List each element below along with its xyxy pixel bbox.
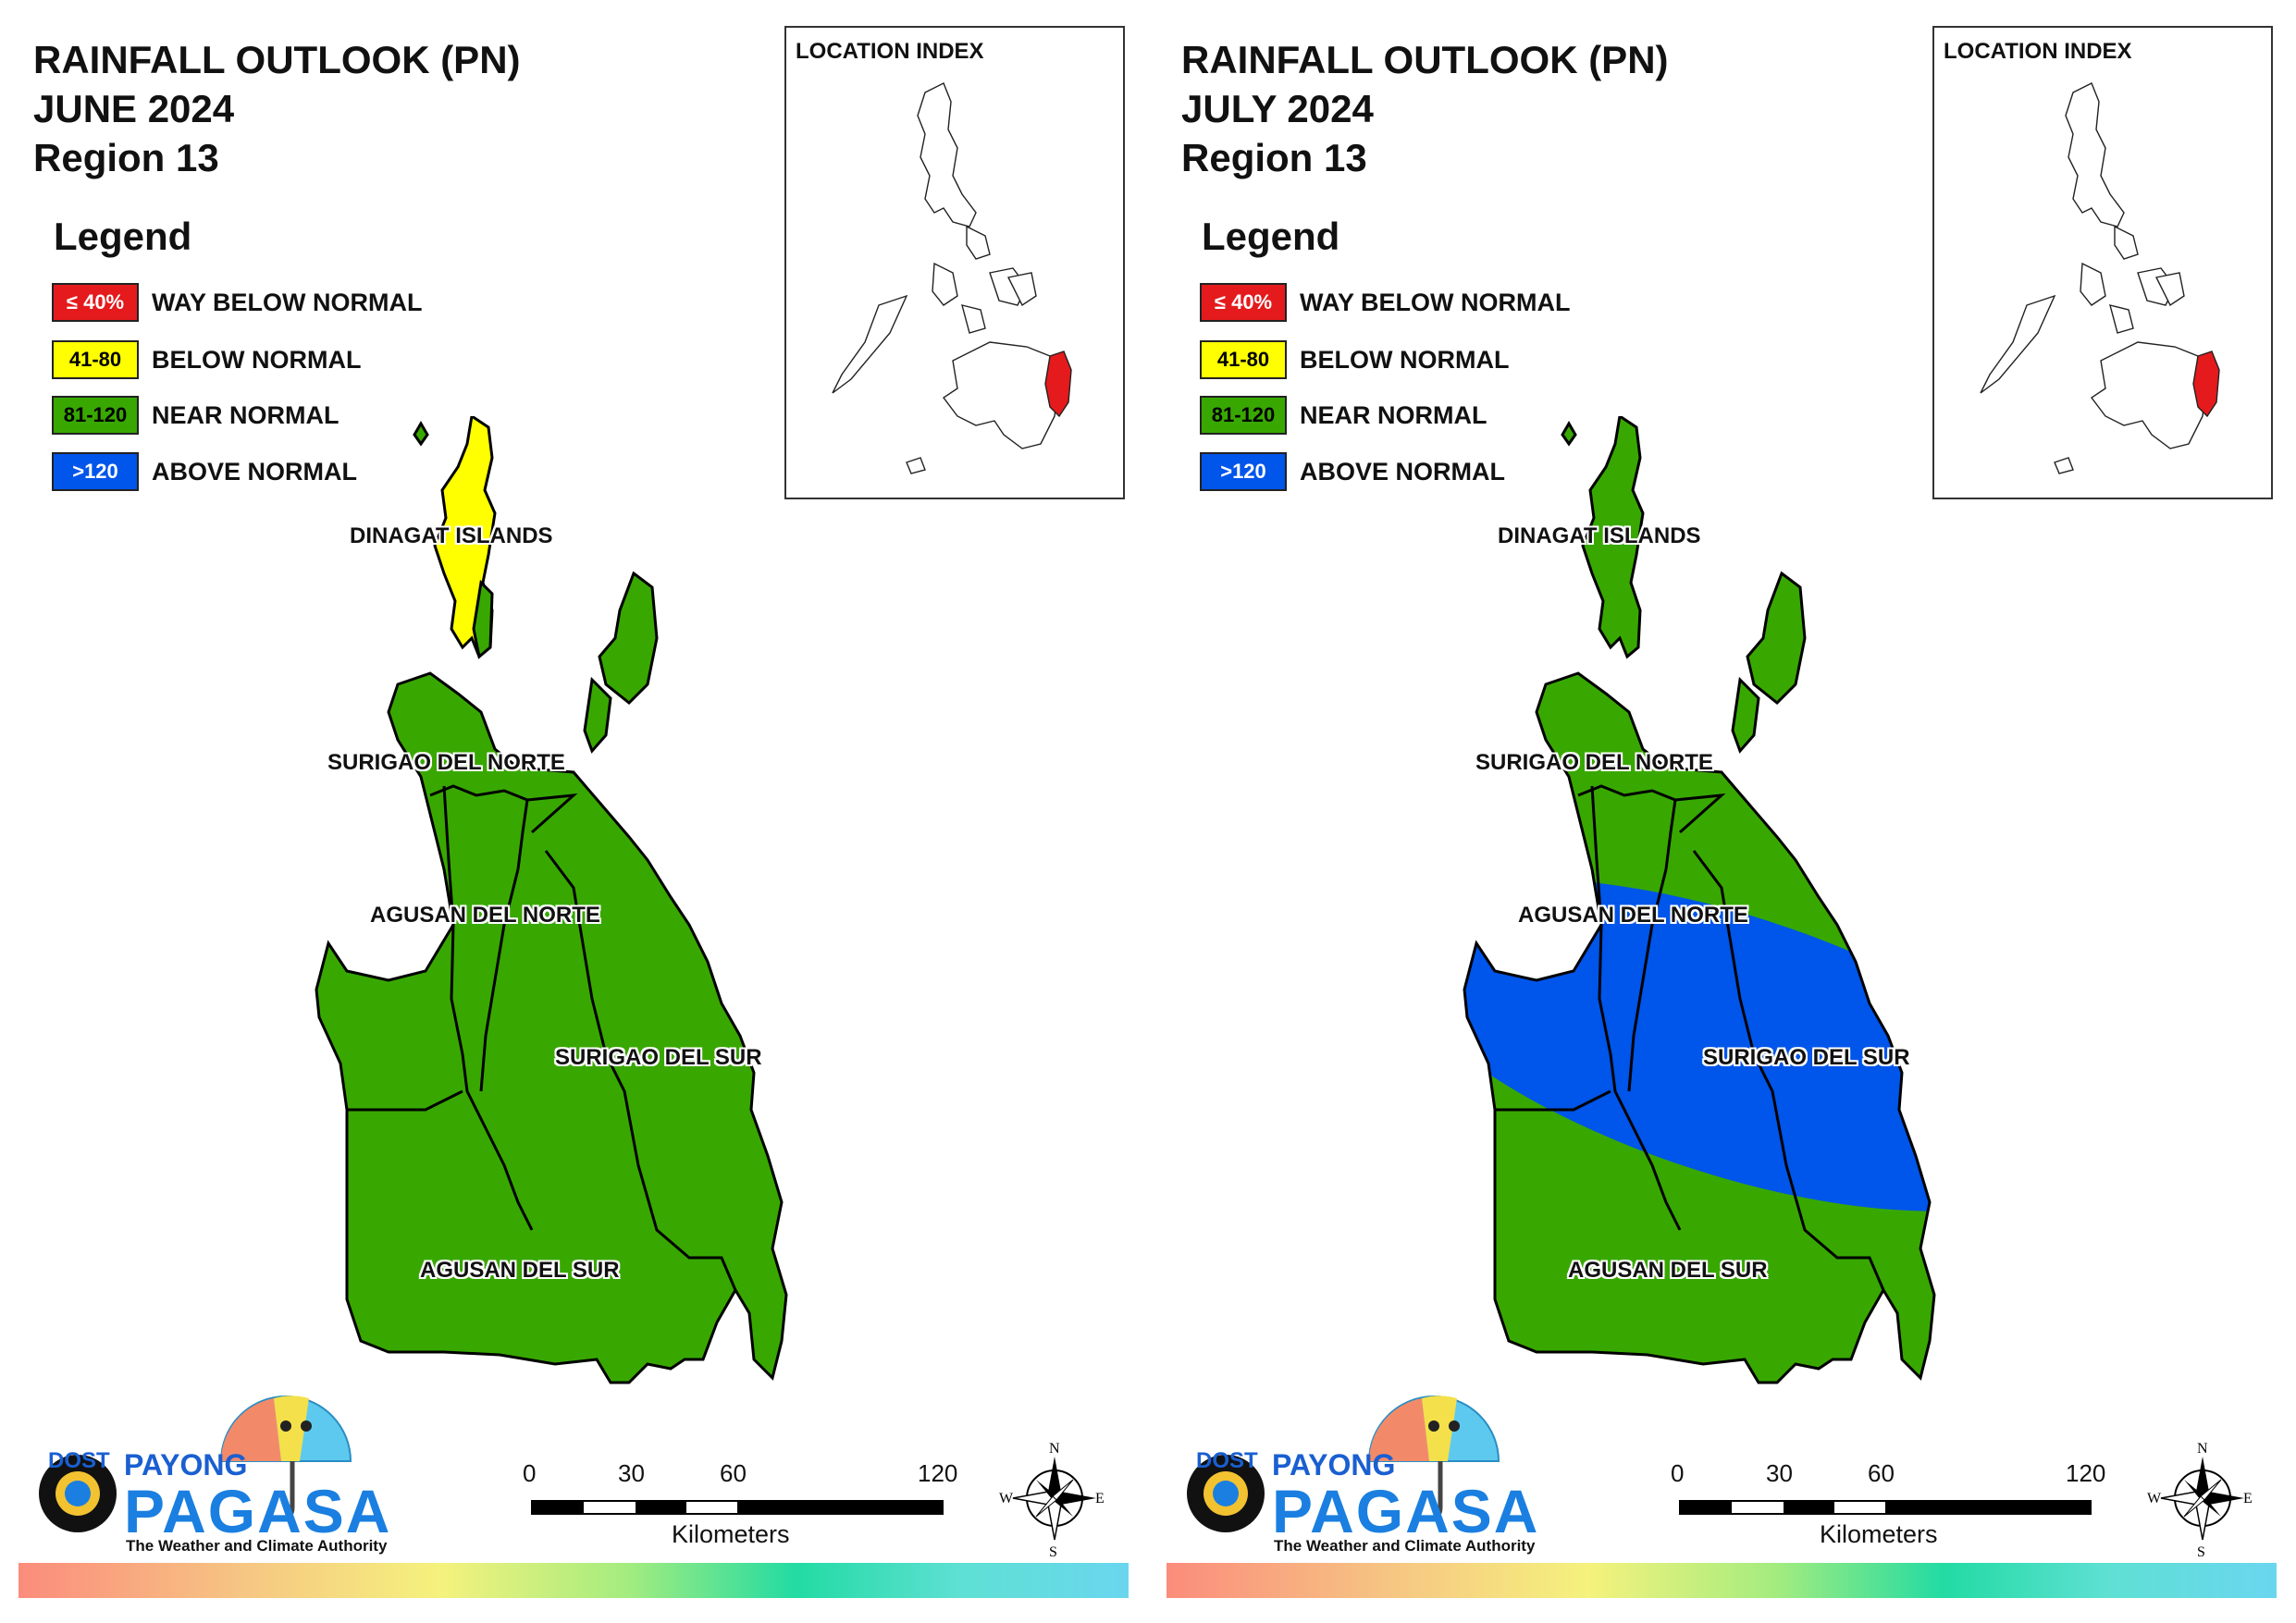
dost-text: DOST <box>48 1448 110 1473</box>
philippines-outline-map <box>832 82 1072 474</box>
legend-swatch: 81-120 <box>52 396 139 435</box>
legend-label: ABOVE NORMAL <box>152 457 357 486</box>
compass-n: N <box>1049 1441 1060 1457</box>
legend-label: BELOW NORMAL <box>1300 345 1510 374</box>
legend-swatch: 41-80 <box>1200 340 1287 379</box>
gradient-footer-bar <box>19 1563 1129 1598</box>
compass-s: S <box>1049 1544 1057 1558</box>
tagline: The Weather and Climate Authority <box>1274 1537 1536 1555</box>
legend-item-near: 81-120 NEAR NORMAL <box>52 394 339 436</box>
legend-item-below: 41-80 BELOW NORMAL <box>1200 338 1509 381</box>
scale-tick: 120 <box>2066 1459 2106 1487</box>
dost-text: DOST <box>1196 1448 1258 1473</box>
legend-label: NEAR NORMAL <box>1300 400 1487 429</box>
outlook-panel-july: RAINFALL OUTLOOK (PN) JULY 2024 Region 1… <box>1148 0 2296 1623</box>
legend-label: BELOW NORMAL <box>152 345 362 374</box>
map-title: RAINFALL OUTLOOK (PN) JUNE 2024 Region 1… <box>33 35 521 182</box>
scale-tick: 60 <box>720 1459 747 1487</box>
scale-tick: 30 <box>1766 1459 1793 1487</box>
title-line-2: JULY 2024 <box>1181 87 1374 130</box>
compass-e: E <box>1095 1491 1105 1506</box>
legend-heading: Legend <box>54 215 192 258</box>
scale-tick: 30 <box>618 1459 645 1487</box>
scale-tick: 120 <box>918 1459 958 1487</box>
province-label: AGUSAN DEL NORTE <box>370 903 600 928</box>
payong-pagasa-logo: DOST PAYONG PAGASA The Weather and Clima… <box>1179 1387 1549 1563</box>
region-13-highlight <box>1044 350 1072 418</box>
inset-title: LOCATION INDEX <box>1944 39 2132 64</box>
legend-swatch: 41-80 <box>52 340 139 379</box>
payong-pagasa-logo: DOST PAYONG PAGASA The Weather and Clima… <box>31 1387 401 1563</box>
legend-swatch: >120 <box>52 452 139 491</box>
legend-swatch: >120 <box>1200 452 1287 491</box>
inset-title: LOCATION INDEX <box>796 39 984 64</box>
compass-e: E <box>2243 1491 2253 1506</box>
scale-bar: 0 30 60 120 Kilometers <box>518 1459 999 1548</box>
map-title: RAINFALL OUTLOOK (PN) JULY 2024 Region 1… <box>1181 35 1669 182</box>
legend-swatch: ≤ 40% <box>1200 283 1287 322</box>
scale-units: Kilometers <box>672 1520 790 1548</box>
payong-text: PAYONG <box>124 1448 248 1482</box>
north-arrow-compass: N S E W <box>999 1438 1110 1560</box>
title-line-3: Region 13 <box>1181 136 1367 179</box>
scale-segments <box>1679 1500 2092 1515</box>
title-line-1: RAINFALL OUTLOOK (PN) <box>1181 38 1669 81</box>
compass-w: W <box>999 1491 1014 1506</box>
payong-text: PAYONG <box>1272 1448 1396 1482</box>
legend-item-above: >120 ABOVE NORMAL <box>1200 450 1505 493</box>
legend-item-above: >120 ABOVE NORMAL <box>52 450 357 493</box>
legend-swatch: 81-120 <box>1200 396 1287 435</box>
outlook-panel-june: RAINFALL OUTLOOK (PN) JUNE 2024 Region 1… <box>19 26 1129 1598</box>
province-label: AGUSAN DEL SUR <box>1568 1258 1768 1283</box>
scale-tick: 0 <box>1671 1459 1685 1487</box>
tagline: The Weather and Climate Authority <box>126 1537 388 1555</box>
location-index-inset: LOCATION INDEX <box>1932 26 2273 499</box>
compass-s: S <box>2197 1544 2205 1558</box>
province-label: SURIGAO DEL SUR <box>1703 1045 1910 1070</box>
pagasa-text: PAGASA <box>1272 1477 1540 1545</box>
region-13-map <box>1463 416 1936 1384</box>
province-label: AGUSAN DEL SUR <box>420 1258 620 1283</box>
region-13-highlight <box>2192 350 2220 418</box>
legend-item-near: 81-120 NEAR NORMAL <box>1200 394 1487 436</box>
title-line-1: RAINFALL OUTLOOK (PN) <box>33 38 521 81</box>
pagasa-text: PAGASA <box>124 1477 392 1545</box>
legend-label: WAY BELOW NORMAL <box>152 288 423 316</box>
title-line-3: Region 13 <box>33 136 219 179</box>
scale-tick: 60 <box>1868 1459 1895 1487</box>
legend-heading: Legend <box>1202 215 1340 258</box>
province-label: DINAGAT ISLANDS <box>1498 523 1701 548</box>
legend-label: NEAR NORMAL <box>152 400 339 429</box>
location-index-inset: LOCATION INDEX <box>784 26 1125 499</box>
scale-tick: 0 <box>523 1459 537 1487</box>
legend-swatch: ≤ 40% <box>52 283 139 322</box>
province-label: AGUSAN DEL NORTE <box>1518 903 1748 928</box>
legend-item-below: 41-80 BELOW NORMAL <box>52 338 361 381</box>
region-13-map <box>315 416 788 1384</box>
legend-label: ABOVE NORMAL <box>1300 457 1505 486</box>
compass-w: W <box>2147 1491 2162 1506</box>
scale-segments <box>531 1500 944 1515</box>
scale-bar: 0 30 60 120 Kilometers <box>1666 1459 2147 1548</box>
compass-n: N <box>2197 1441 2208 1457</box>
philippines-outline-map <box>1980 82 2220 474</box>
gradient-footer-bar <box>1167 1563 2277 1598</box>
legend-label: WAY BELOW NORMAL <box>1300 288 1571 316</box>
title-line-2: JUNE 2024 <box>33 87 235 130</box>
legend-item-way-below: ≤ 40% WAY BELOW NORMAL <box>1200 281 1571 324</box>
north-arrow-compass: N S E W <box>2147 1438 2258 1560</box>
province-label: SURIGAO DEL NORTE <box>327 750 565 775</box>
province-label: SURIGAO DEL SUR <box>555 1045 762 1070</box>
scale-units: Kilometers <box>1820 1520 1938 1548</box>
province-label: DINAGAT ISLANDS <box>350 523 553 548</box>
legend-item-way-below: ≤ 40% WAY BELOW NORMAL <box>52 281 423 324</box>
province-label: SURIGAO DEL NORTE <box>1475 750 1713 775</box>
